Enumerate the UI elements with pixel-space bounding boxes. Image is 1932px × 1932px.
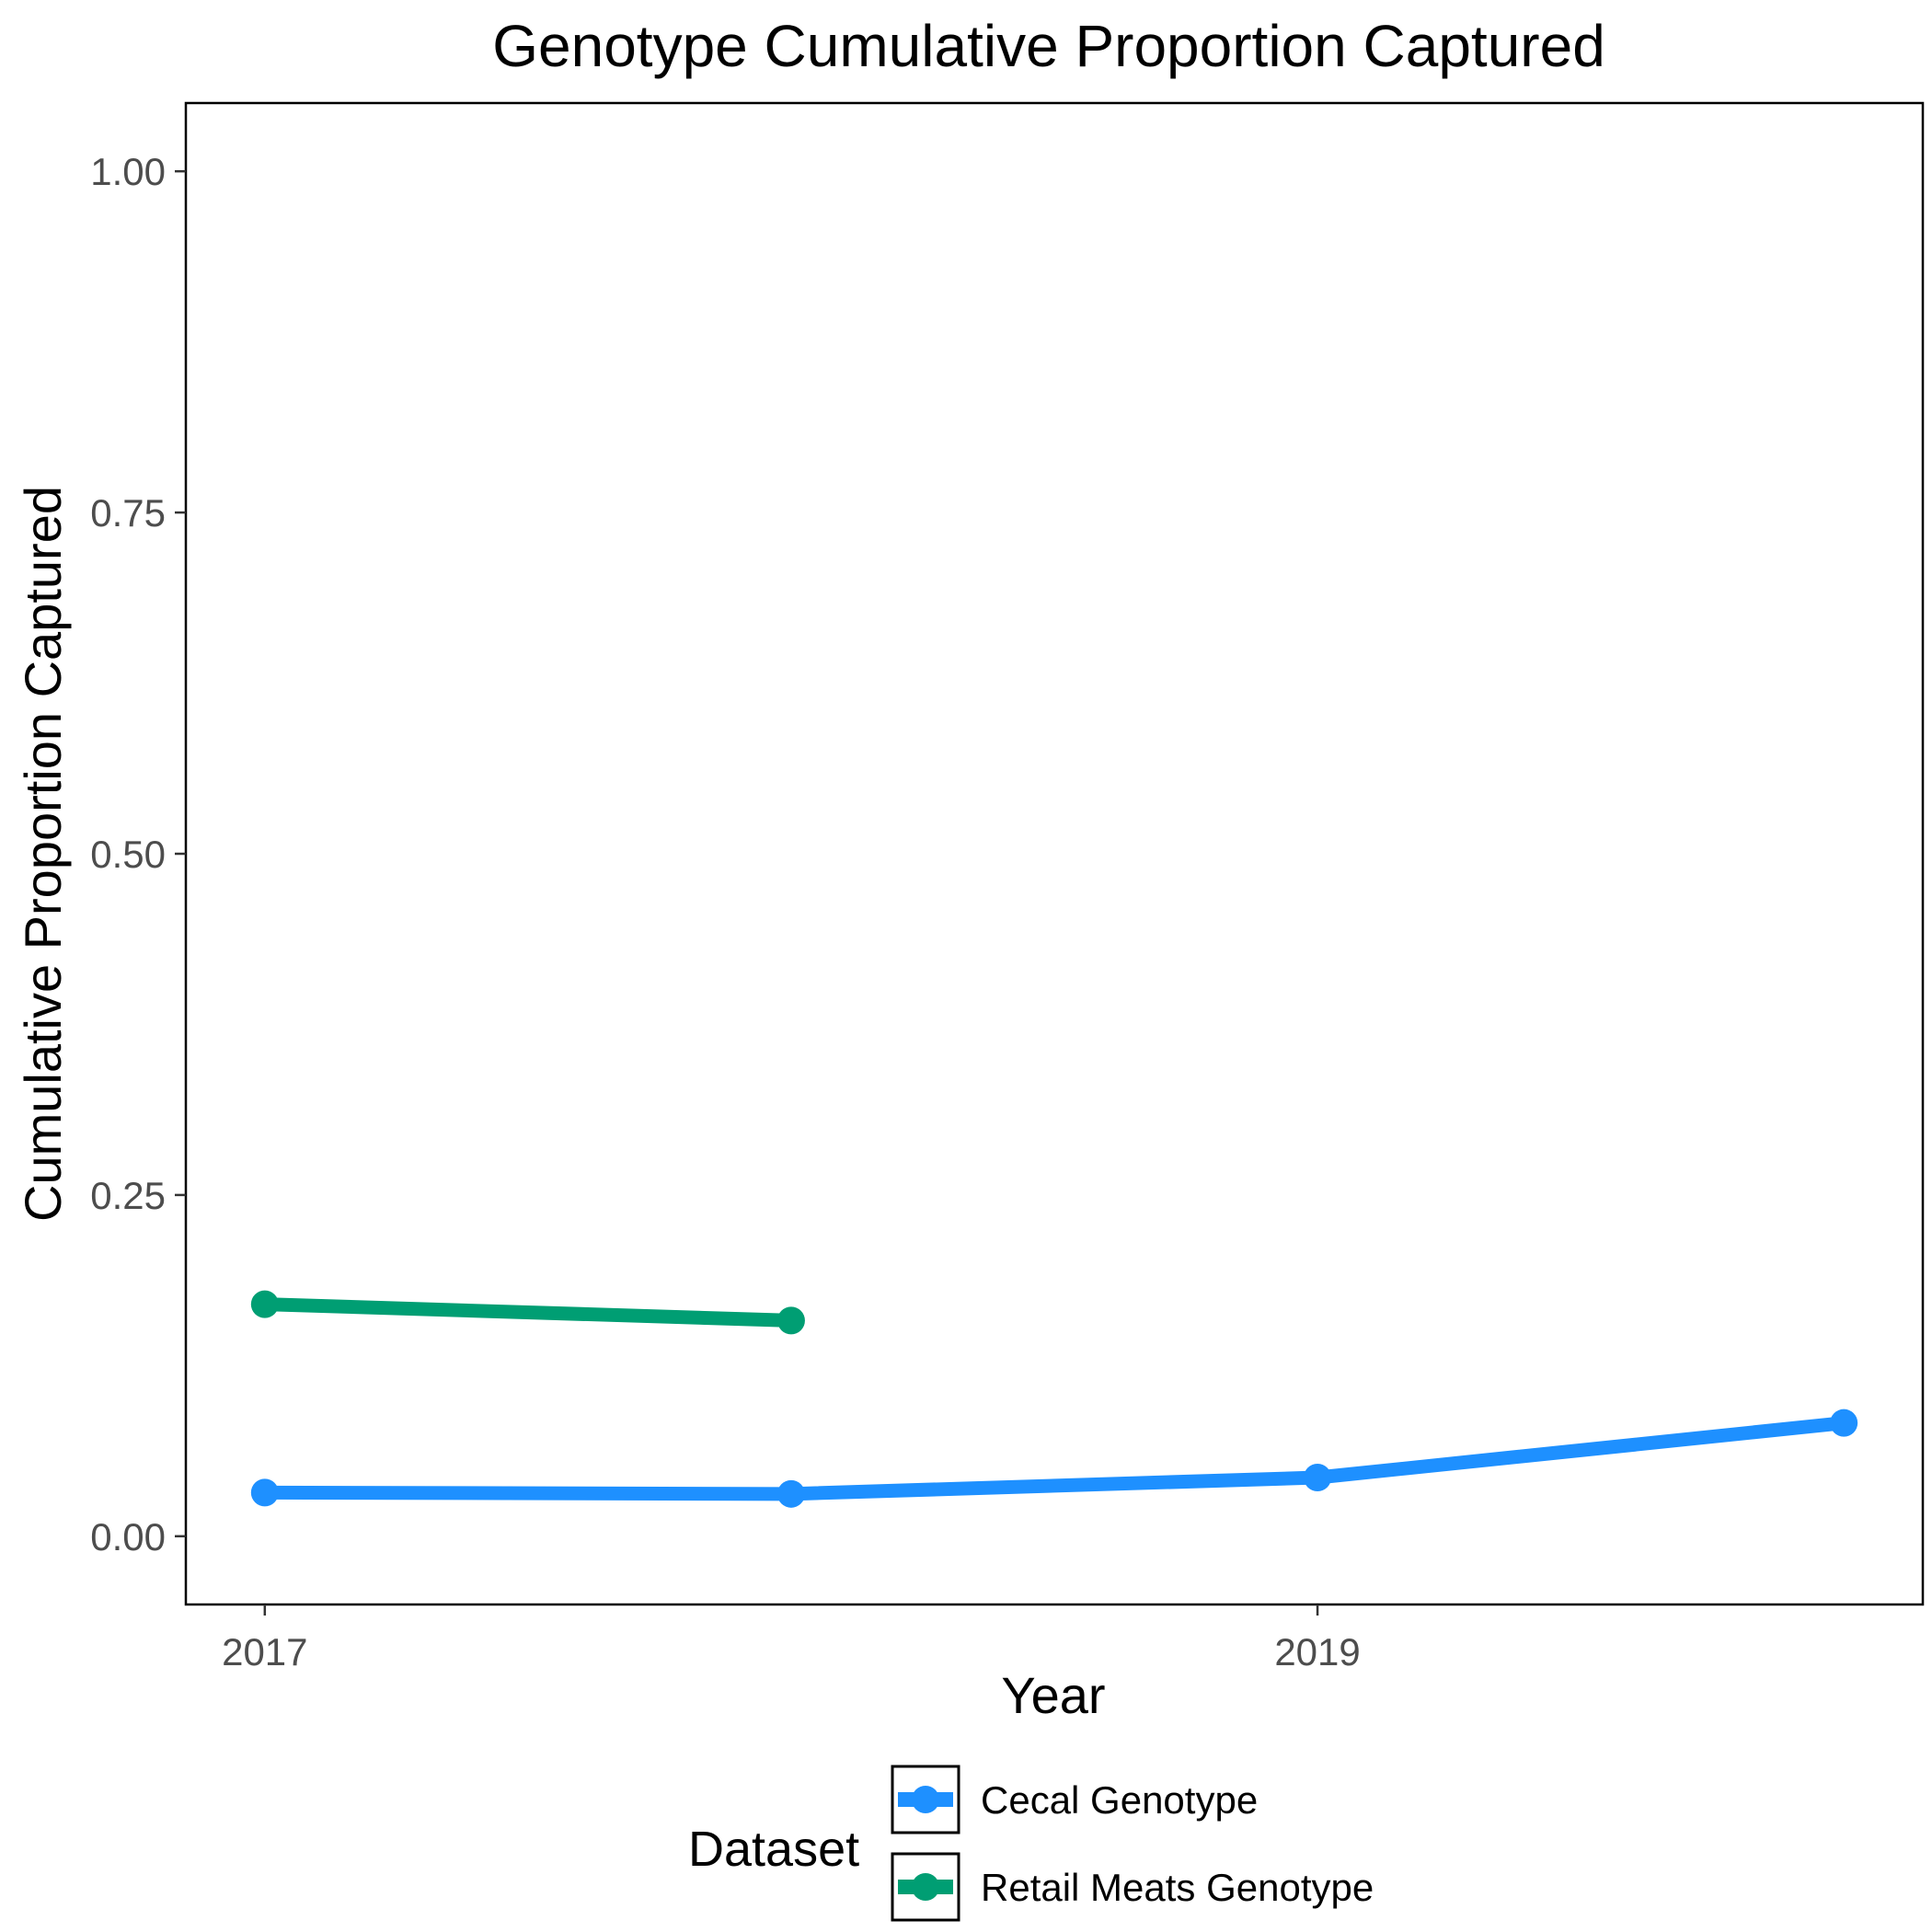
data-point-cecal-genotype (1304, 1464, 1332, 1492)
y-axis: 0.00 0.25 0.50 0.75 1.00 (90, 150, 186, 1558)
legend-item-cecal-genotype: Cecal Genotype (891, 1765, 1258, 1834)
y-tick-label: 0.75 (90, 491, 166, 535)
y-tick-label: 0.50 (90, 833, 166, 876)
plot-panel (184, 101, 1925, 1606)
series-layer (250, 1290, 1858, 1508)
series-line-retail-meats-genotype (258, 1297, 799, 1328)
y-tick-label: 1.00 (90, 150, 166, 193)
y-tick-label: 0.25 (90, 1174, 166, 1217)
legend-title: Dataset (688, 1822, 859, 1877)
legend-dot-cecal-genotype (912, 1786, 939, 1813)
chart-title: Genotype Cumulative Proportion Captured (492, 13, 1605, 79)
x-axis-title: Year (1001, 1666, 1105, 1724)
legend: Dataset Cecal Genotype Retail Meats Geno… (688, 1765, 1374, 1922)
data-point-retail-meats-genotype (776, 1306, 805, 1335)
x-tick-label: 2019 (1274, 1630, 1360, 1673)
legend-label-retail-meats-genotype: Retail Meats Genotype (981, 1866, 1374, 1909)
y-tick-label: 0.00 (90, 1515, 166, 1558)
x-axis: 2017 2019 (222, 1604, 1361, 1673)
data-point-cecal-genotype (1830, 1409, 1858, 1437)
y-axis-title: Cumulative Proportion Captured (14, 486, 72, 1222)
legend-label-cecal-genotype: Cecal Genotype (981, 1778, 1258, 1822)
legend-dot-retail-meats-genotype (912, 1873, 939, 1901)
data-point-cecal-genotype (776, 1479, 805, 1508)
series-line-cecal-genotype (258, 1416, 1851, 1501)
data-point-retail-meats-genotype (250, 1290, 279, 1318)
data-point-cecal-genotype (250, 1478, 279, 1507)
x-tick-label: 2017 (222, 1630, 307, 1673)
legend-item-retail-meats-genotype: Retail Meats Genotype (891, 1852, 1374, 1922)
